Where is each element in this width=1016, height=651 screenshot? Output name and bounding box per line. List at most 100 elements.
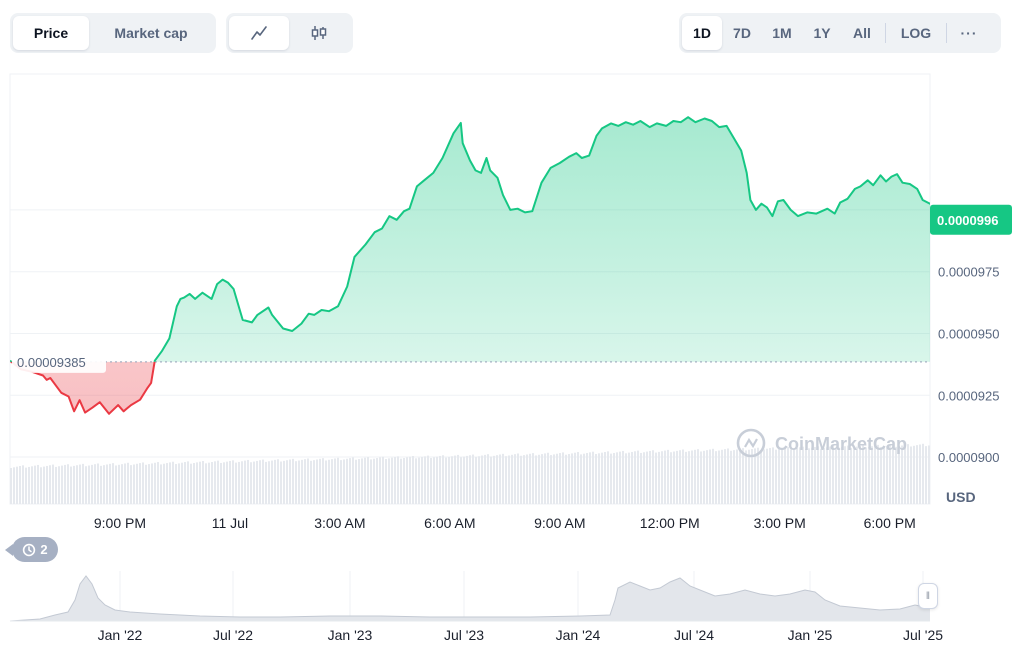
volume-bar	[529, 453, 531, 504]
x-axis: 9:00 PM 11 Jul 3:00 AM 6:00 AM 9:00 AM 12:00 …	[94, 515, 916, 531]
volume-bar	[604, 451, 606, 504]
candlestick-chart-button[interactable]	[289, 16, 349, 50]
volume-bar	[859, 445, 861, 504]
open-price-value: 0.00009385	[17, 355, 86, 370]
x-tick-label: 6:00 PM	[864, 515, 916, 531]
navigator-x-tick-label: Jan '23	[328, 627, 373, 643]
y-tick-label: 0.0000925	[938, 388, 999, 403]
volume-bar	[10, 468, 12, 504]
range-1y-tab[interactable]: 1Y	[813, 25, 831, 41]
line-chart-button[interactable]	[229, 16, 289, 50]
volume-bar	[379, 457, 381, 504]
range-1m-tab[interactable]: 1M	[772, 25, 792, 41]
toolbar-divider	[885, 23, 886, 43]
history-badge[interactable]: 2	[5, 537, 58, 562]
volume-bar	[16, 466, 18, 504]
volume-bar	[25, 467, 27, 504]
volume-bar	[232, 460, 234, 504]
volume-bar	[691, 450, 693, 504]
volume-bar	[619, 451, 621, 504]
volume-bar	[469, 455, 471, 504]
volume-bar	[535, 455, 537, 504]
watermark: CoinMarketCap	[736, 428, 907, 458]
volume-bar	[886, 445, 888, 504]
volume-bar	[175, 464, 177, 504]
volume-bar	[199, 461, 201, 504]
volume-bar	[73, 465, 75, 504]
volume-bar	[517, 453, 519, 504]
volume-bar	[778, 449, 780, 504]
line-chart-icon	[251, 26, 267, 40]
volume-bar	[166, 463, 168, 504]
volume-bar	[208, 462, 210, 504]
volume-bar	[850, 447, 852, 504]
volume-bar	[295, 461, 297, 504]
volume-bar	[643, 452, 645, 504]
price-chart[interactable]: CoinMarketCap 0.00009385 0.0001020.00009…	[0, 0, 1016, 540]
volume-bar	[385, 459, 387, 504]
volume-bar	[664, 450, 666, 504]
volume-bar	[523, 455, 525, 504]
volume-bar	[133, 464, 135, 504]
volume-bar	[64, 464, 66, 504]
volume-bar	[226, 461, 228, 504]
range-7d-tab[interactable]: 7D	[733, 25, 751, 41]
chart-style-toggle	[226, 13, 353, 53]
volume-bar	[136, 463, 138, 504]
navigator-history-area	[10, 576, 930, 621]
volume-bar	[559, 453, 561, 504]
volume-bar	[526, 454, 528, 504]
volume-bar	[667, 449, 669, 504]
current-price-tag-bg	[930, 204, 1012, 235]
range-all-tab[interactable]: All	[853, 25, 871, 41]
more-options-button[interactable]: ···	[960, 25, 978, 41]
volume-bar	[238, 461, 240, 504]
volume-bar	[223, 462, 225, 504]
volume-bar	[283, 460, 285, 504]
volume-bar	[289, 459, 291, 504]
navigator-x-tick-label: Jul '22	[213, 627, 253, 643]
volume-bar	[532, 453, 534, 504]
range-navigator[interactable]: Jan '22 Jul '22 Jan '23 Jul '23 Jan '24 Jul '…	[0, 560, 1016, 651]
volume-bar	[193, 463, 195, 504]
volume-bar	[697, 449, 699, 504]
volume-bar	[151, 463, 153, 504]
volume-bar	[883, 446, 885, 504]
volume-bar	[703, 450, 705, 504]
y-axis: 0.0001020.00009750.00009500.00009250.000…	[938, 203, 999, 465]
volume-bar	[544, 453, 546, 504]
volume-bar	[802, 446, 804, 504]
volume-bar	[637, 450, 639, 504]
volume-bar	[268, 461, 270, 504]
volume-bar	[874, 445, 876, 504]
volume-bar	[331, 459, 333, 504]
volume-bar	[322, 458, 324, 504]
volume-bar	[688, 451, 690, 504]
volume-bar	[808, 448, 810, 504]
volume-bar	[715, 451, 717, 504]
toolbar-divider	[946, 23, 947, 43]
navigator-right-handle[interactable]: ǁ	[918, 583, 938, 609]
volume-bar	[118, 464, 120, 504]
volume-bar	[334, 458, 336, 504]
market-cap-tab[interactable]: Market cap	[114, 25, 188, 41]
volume-bar	[919, 444, 921, 504]
volume-bar	[310, 460, 312, 504]
log-scale-button[interactable]: LOG	[900, 25, 932, 41]
volume-bar	[907, 444, 909, 504]
volume-bar	[325, 460, 327, 504]
volume-bar	[829, 446, 831, 504]
volume-bar	[490, 456, 492, 504]
volume-bar	[868, 446, 870, 504]
price-tab[interactable]: Price	[13, 16, 89, 50]
volume-bar	[178, 463, 180, 504]
range-1d-tab[interactable]: 1D	[682, 16, 722, 50]
current-price-tag: 0.0000996	[930, 204, 1012, 235]
volume-bar	[451, 456, 453, 504]
volume-bar	[742, 448, 744, 504]
volume-bar	[766, 448, 768, 504]
volume-bar	[880, 447, 882, 504]
volume-bar	[106, 464, 108, 504]
volume-bar	[466, 455, 468, 504]
volume-bar	[430, 457, 432, 504]
